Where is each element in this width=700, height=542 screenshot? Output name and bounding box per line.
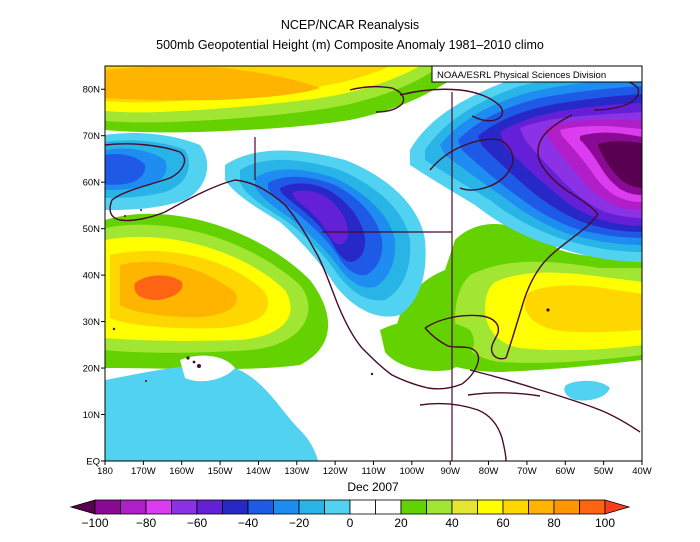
title-line-1: NCEP/NCAR Reanalysis — [280, 18, 420, 32]
colorbar-high-arrow — [604, 499, 631, 515]
x-tick-label: 80W — [479, 466, 499, 477]
x-tick-label: 120W — [323, 466, 348, 477]
bering-neg-50 — [105, 154, 146, 185]
y-tick-label: 80N — [83, 85, 101, 96]
wcan-neg-70 — [292, 190, 348, 245]
colorbar-swatch — [553, 499, 580, 515]
x-tick-label: 50W — [594, 466, 614, 477]
x-tick-label: 170W — [131, 466, 156, 477]
colorbar-swatch — [222, 499, 249, 515]
colorbar-swatch — [120, 499, 147, 515]
colorbar-label: 80 — [547, 516, 561, 530]
y-tick-label: 70N — [83, 131, 101, 142]
x-tick-label: 100W — [399, 466, 424, 477]
colorbar-label: 60 — [496, 516, 510, 530]
x-tick-label: 60W — [556, 466, 576, 477]
colorbar-swatch — [502, 499, 529, 515]
ridge-arctic-80 — [105, 66, 320, 101]
colorbar-label: −80 — [136, 516, 157, 530]
x-tick-label: 160W — [169, 466, 194, 477]
colorbar-swatch — [247, 499, 274, 515]
colorbar-swatch — [349, 499, 376, 515]
colorbar-swatch — [477, 499, 504, 515]
political-boundaries — [254, 92, 453, 461]
y-axis: EQ 10N 20N 30N 40N 50N 60N 70N 80N — [83, 85, 105, 468]
colorbar-low-arrow — [69, 499, 96, 515]
x-axis-title: Dec 2007 — [347, 480, 399, 494]
islands — [112, 209, 550, 382]
colorbar-swatch — [426, 499, 453, 515]
y-tick-label: 50N — [83, 224, 101, 235]
colorbar-swatch — [528, 499, 555, 515]
colorbar-swatch — [171, 499, 198, 515]
y-tick-label: 30N — [83, 317, 101, 328]
gulf-pos-20 — [380, 319, 474, 371]
colorbar-label: 0 — [347, 516, 354, 530]
title-line-2: 500mb Geopotential Height (m) Composite … — [156, 38, 544, 52]
y-tick-label: 60N — [83, 178, 101, 189]
x-tick-label: 40W — [632, 466, 652, 477]
colorbar-label: 100 — [595, 516, 615, 530]
colorbar-label: 20 — [394, 516, 408, 530]
colorbar-swatch — [324, 499, 351, 515]
colorbar-swatch — [94, 499, 121, 515]
x-tick-label: 180 — [97, 466, 113, 477]
y-tick-label: EQ — [86, 457, 100, 468]
x-tick-label: 70W — [517, 466, 537, 477]
y-tick-label: 20N — [83, 364, 101, 375]
colorbar-swatch — [375, 499, 402, 515]
colorbar-swatch — [273, 499, 300, 515]
colorbar-label: −60 — [187, 516, 208, 530]
x-tick-label: 140W — [246, 466, 271, 477]
colorbar-swatch — [400, 499, 427, 515]
credit-text: NOAA/ESRL Physical Sciences Division — [437, 70, 606, 81]
x-tick-label: 90W — [440, 466, 460, 477]
x-tick-label: 110W — [361, 466, 385, 477]
carib-neg-20 — [564, 380, 610, 401]
colorbar-labels: −100 −80 −60 −40 −20 0 20 40 60 80 100 — [81, 516, 615, 530]
ridge-atl-70 — [525, 285, 642, 333]
colorbar-swatch — [145, 499, 172, 515]
colorbar-swatch — [298, 499, 325, 515]
colorbar — [69, 499, 631, 515]
y-tick-label: 40N — [83, 271, 101, 282]
anomaly-field — [105, 66, 642, 461]
green-neg-100 — [598, 141, 642, 188]
y-tick-label: 10N — [83, 410, 101, 421]
colorbar-label: −100 — [81, 516, 108, 530]
colorbar-label: 40 — [445, 516, 459, 530]
x-tick-label: 150W — [208, 466, 233, 477]
colorbar-swatch — [196, 499, 223, 515]
trop-pac-neg-20 — [105, 365, 318, 461]
colorbar-label: −20 — [289, 516, 310, 530]
credit-box — [431, 65, 643, 83]
colorbar-swatch — [451, 499, 478, 515]
colorbar-swatch — [579, 499, 606, 515]
colorbar-label: −40 — [238, 516, 259, 530]
ridge-pac-max — [134, 275, 183, 300]
x-tick-label: 130W — [284, 466, 309, 477]
x-axis: 180 170W 160W 150W 140W 130W 120W 110W 100W 90W 80… — [97, 461, 652, 477]
